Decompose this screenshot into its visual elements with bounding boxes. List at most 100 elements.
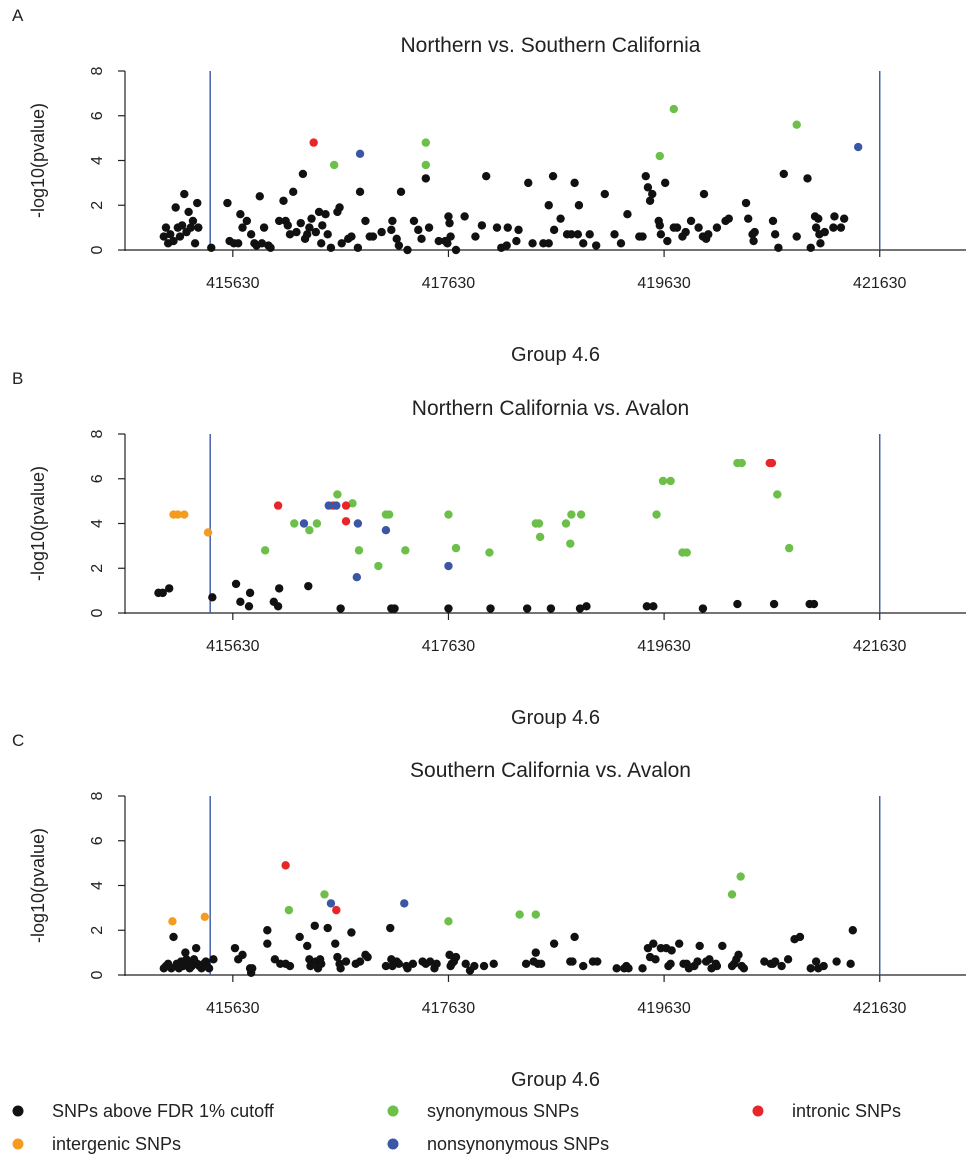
data-point: [266, 243, 275, 252]
data-point: [204, 964, 214, 973]
data-point: [230, 943, 240, 953]
legend-marker: [387, 1105, 399, 1117]
data-point: [314, 207, 324, 217]
data-point: [503, 223, 512, 232]
y-tick-label: 6: [89, 474, 106, 483]
series-intronic: [309, 138, 318, 147]
legend-label: nonsynonymous SNPs: [427, 1134, 609, 1154]
data-point: [446, 232, 455, 241]
legend-item: synonymous SNPs: [387, 1101, 579, 1121]
data-point: [223, 198, 232, 208]
data-point: [177, 221, 187, 230]
data-point: [274, 584, 284, 593]
data-point: [326, 243, 336, 252]
data-point: [600, 189, 610, 199]
data-point: [853, 142, 863, 152]
series-synonymous: [329, 104, 801, 170]
data-point: [643, 183, 653, 192]
data-point: [739, 964, 749, 973]
legend-label: synonymous SNPs: [427, 1101, 579, 1121]
y-tick-label: 4: [89, 156, 106, 165]
data-point: [317, 959, 326, 969]
y-tick-label: 0: [89, 245, 106, 254]
data-point: [471, 232, 480, 241]
data-point: [737, 458, 746, 468]
data-point: [171, 203, 180, 212]
data-point: [648, 189, 657, 199]
data-point: [374, 561, 383, 571]
data-point: [830, 212, 839, 221]
data-point: [556, 214, 565, 223]
y-tick-label: 0: [89, 608, 106, 617]
data-point: [246, 230, 256, 239]
data-point: [336, 604, 345, 613]
data-point: [492, 223, 502, 232]
data-point: [515, 910, 524, 919]
x-tick-label: 421630: [853, 638, 906, 655]
data-point: [531, 948, 540, 957]
data-point: [486, 604, 495, 613]
data-point: [811, 223, 821, 232]
data-point: [421, 138, 431, 147]
data-point: [489, 959, 498, 969]
data-point: [353, 243, 363, 252]
x-tick-label: 417630: [422, 1000, 475, 1017]
data-point: [348, 499, 357, 508]
data-point: [209, 955, 218, 964]
data-point: [324, 501, 333, 510]
data-point: [645, 196, 655, 205]
data-point: [512, 236, 521, 246]
y-tick-label: 4: [89, 881, 106, 890]
series-nonsynonymous: [326, 899, 409, 908]
data-point: [783, 955, 793, 964]
data-point: [444, 604, 453, 613]
data-point: [568, 957, 577, 966]
data-point: [612, 964, 621, 973]
data-point: [536, 959, 546, 969]
data-point: [331, 939, 340, 948]
data-point: [777, 961, 786, 971]
data-point: [848, 926, 857, 935]
data-point: [421, 174, 431, 183]
y-axis-label: -log10(pvalue): [28, 828, 48, 943]
data-point: [712, 223, 722, 232]
data-point: [681, 227, 690, 237]
data-point: [829, 223, 838, 232]
data-point: [305, 223, 314, 232]
data-point: [273, 501, 283, 510]
data-point: [403, 245, 412, 255]
data-point: [298, 169, 308, 179]
data-point: [169, 932, 178, 942]
data-point: [263, 926, 272, 935]
data-point: [384, 510, 394, 519]
data-point: [238, 223, 247, 232]
data-point: [326, 899, 336, 908]
data-point: [396, 187, 406, 197]
data-point: [408, 959, 418, 969]
data-point: [652, 510, 661, 519]
x-tick-label: 419630: [637, 638, 690, 655]
data-point: [769, 599, 779, 609]
data-point: [166, 230, 175, 239]
data-point: [180, 189, 189, 199]
data-point: [534, 519, 544, 528]
data-point: [388, 216, 397, 226]
data-point: [444, 212, 453, 221]
x-axis-label: Group 4.6: [511, 1069, 600, 1091]
data-point: [734, 950, 743, 960]
data-point: [311, 227, 321, 237]
data-point: [332, 905, 341, 915]
data-point: [409, 216, 419, 226]
data-point: [649, 939, 658, 948]
data-point: [444, 561, 453, 571]
y-tick-label: 4: [89, 519, 106, 528]
data-point: [284, 905, 294, 915]
data-point: [544, 201, 553, 210]
data-point: [194, 223, 203, 232]
chart-title: Northern vs. Southern California: [401, 34, 701, 57]
data-point: [289, 187, 298, 197]
data-point: [806, 964, 815, 973]
data-point: [623, 210, 632, 219]
data-point: [355, 187, 365, 197]
